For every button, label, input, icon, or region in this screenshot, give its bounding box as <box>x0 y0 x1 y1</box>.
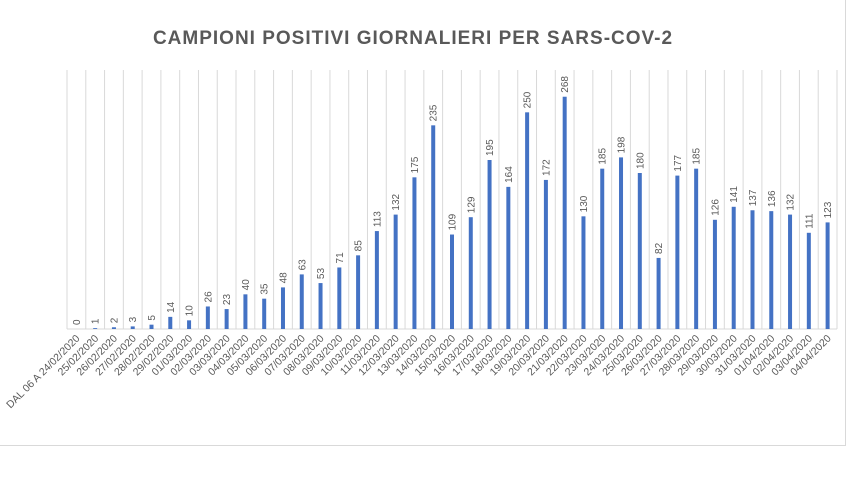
data-label: 71 <box>335 252 346 264</box>
grid-lines <box>66 70 838 330</box>
data-label: 180 <box>635 152 646 169</box>
bar <box>825 222 830 329</box>
data-label: 126 <box>710 199 721 216</box>
data-label: 185 <box>692 148 703 165</box>
bar <box>93 328 98 329</box>
bar <box>130 326 135 329</box>
bar <box>750 210 755 329</box>
bar <box>299 274 304 329</box>
bar <box>675 175 680 329</box>
data-label: 2 <box>109 317 120 323</box>
data-label: 123 <box>823 201 834 218</box>
data-label: 137 <box>748 189 759 206</box>
bar <box>694 168 699 329</box>
bar <box>393 214 398 329</box>
data-label: 85 <box>354 240 365 252</box>
data-label: 136 <box>767 190 778 207</box>
bar <box>224 309 229 329</box>
chart-border-right <box>845 0 846 445</box>
data-label: 195 <box>485 139 496 156</box>
data-label: 3 <box>128 316 139 322</box>
bar <box>205 306 210 329</box>
bar <box>562 96 567 329</box>
data-label: 164 <box>504 166 515 183</box>
bar <box>543 179 548 329</box>
bar <box>280 287 285 329</box>
bar <box>600 168 605 329</box>
bar <box>619 157 624 329</box>
data-label: 5 <box>147 315 158 321</box>
data-label: 268 <box>560 76 571 93</box>
bar <box>525 112 530 329</box>
bar <box>431 125 436 329</box>
data-label: 132 <box>391 193 402 210</box>
bar <box>187 320 192 329</box>
bar <box>337 267 342 329</box>
chart-title: CAMPIONI POSITIVI GIORNALIERI PER SARS-C… <box>152 28 674 49</box>
data-label: 48 <box>278 272 289 284</box>
bar <box>262 298 267 329</box>
data-label: 26 <box>203 291 214 303</box>
bar <box>581 216 586 329</box>
data-label: 130 <box>579 195 590 212</box>
data-label: 177 <box>673 154 684 171</box>
data-label: 82 <box>654 242 665 254</box>
data-label: 172 <box>541 159 552 176</box>
x-axis-ticks: DAL 06 A 24/02/202025/02/202026/02/20202… <box>4 333 834 412</box>
data-label: 109 <box>448 213 459 230</box>
bar <box>356 255 361 329</box>
bar <box>731 206 736 329</box>
bar <box>111 327 116 329</box>
bar <box>712 219 717 329</box>
data-label: 111 <box>804 213 815 229</box>
x-tick-label: DAL 06 A 24/02/2020 <box>4 333 83 412</box>
bar <box>149 324 154 329</box>
bar <box>318 283 323 329</box>
data-label: 113 <box>372 211 383 227</box>
data-label: 40 <box>241 279 252 291</box>
data-label: 63 <box>297 259 308 271</box>
data-label: 185 <box>598 148 609 165</box>
bar <box>450 234 454 329</box>
bar <box>374 231 379 329</box>
data-label: 141 <box>729 186 740 203</box>
bar <box>637 173 642 329</box>
data-label: 129 <box>466 196 477 213</box>
data-label: 53 <box>316 268 327 280</box>
data-label: 23 <box>222 294 233 306</box>
bar <box>788 214 793 329</box>
data-label: 132 <box>786 193 797 210</box>
data-label: 250 <box>523 91 534 108</box>
data-label: 198 <box>617 136 628 153</box>
bar <box>487 160 492 329</box>
data-label: 1 <box>91 318 102 324</box>
bar <box>412 177 417 329</box>
bars <box>93 96 830 329</box>
data-label: 10 <box>185 305 196 317</box>
data-label: 14 <box>166 301 177 313</box>
bar <box>168 316 173 329</box>
bar <box>656 257 661 329</box>
bar <box>506 186 511 329</box>
data-label: 0 <box>72 319 83 325</box>
bar <box>806 232 811 329</box>
bar <box>769 211 774 329</box>
chart-border-bottom <box>0 445 846 446</box>
data-label: 235 <box>429 104 440 121</box>
bar <box>243 294 248 329</box>
bar <box>468 217 473 329</box>
data-label: 35 <box>260 283 271 295</box>
data-label: 175 <box>410 156 421 173</box>
